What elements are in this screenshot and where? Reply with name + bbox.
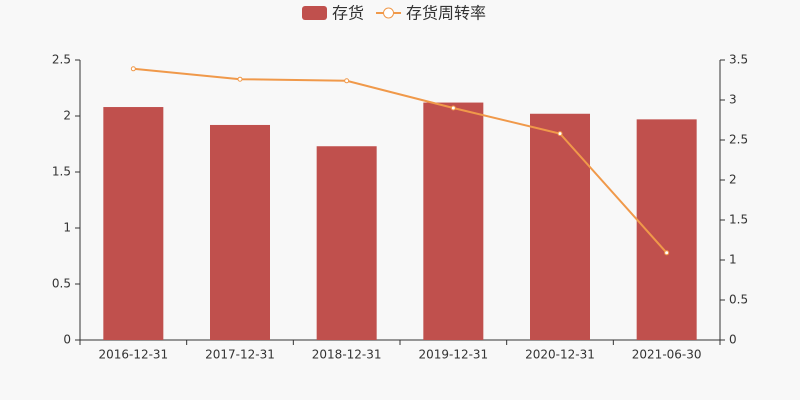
bar bbox=[316, 146, 377, 340]
x-tick-label: 2017-12-31 bbox=[205, 348, 275, 362]
point bbox=[344, 78, 350, 84]
point bbox=[557, 131, 563, 137]
legend-label: 存货周转率 bbox=[406, 4, 486, 23]
bar bbox=[210, 124, 270, 341]
x-tick-label: 2019-12-31 bbox=[418, 348, 488, 362]
y-tick-label: 2.5 bbox=[52, 53, 71, 67]
line bbox=[133, 67, 668, 254]
legend-swatch bbox=[383, 7, 395, 19]
y-tick-label: 0.5 bbox=[52, 277, 71, 291]
y2-tick-label: 1 bbox=[729, 253, 737, 267]
x-tick-label: 2021-06-30 bbox=[632, 348, 702, 362]
x-tick-label: 2016-12-31 bbox=[98, 348, 168, 362]
legend-label: 存货 bbox=[332, 4, 364, 23]
y2-tick-label: 2 bbox=[729, 173, 737, 187]
point bbox=[237, 76, 243, 82]
y-tick-label: 0 bbox=[63, 333, 71, 347]
bar bbox=[103, 107, 164, 340]
y2-tick-label: 0 bbox=[729, 333, 737, 347]
point bbox=[130, 66, 136, 72]
point bbox=[450, 105, 456, 111]
x-tick-label: 2020-12-31 bbox=[525, 348, 595, 362]
bar bbox=[423, 102, 484, 340]
bar bbox=[530, 113, 590, 340]
y2-tick-label: 0.5 bbox=[729, 293, 748, 307]
point bbox=[664, 250, 670, 256]
y-tick-label: 1 bbox=[63, 221, 71, 235]
y2-tick-label: 1.5 bbox=[729, 213, 748, 227]
y2-tick-label: 2.5 bbox=[729, 133, 748, 147]
x-tick-label: 2018-12-31 bbox=[312, 348, 382, 362]
y2-tick-label: 3 bbox=[729, 93, 737, 107]
legend-swatch bbox=[302, 6, 327, 20]
y-tick-label: 1.5 bbox=[52, 165, 71, 179]
y2-tick-label: 3.5 bbox=[729, 53, 748, 67]
y-tick-label: 2 bbox=[63, 109, 71, 123]
